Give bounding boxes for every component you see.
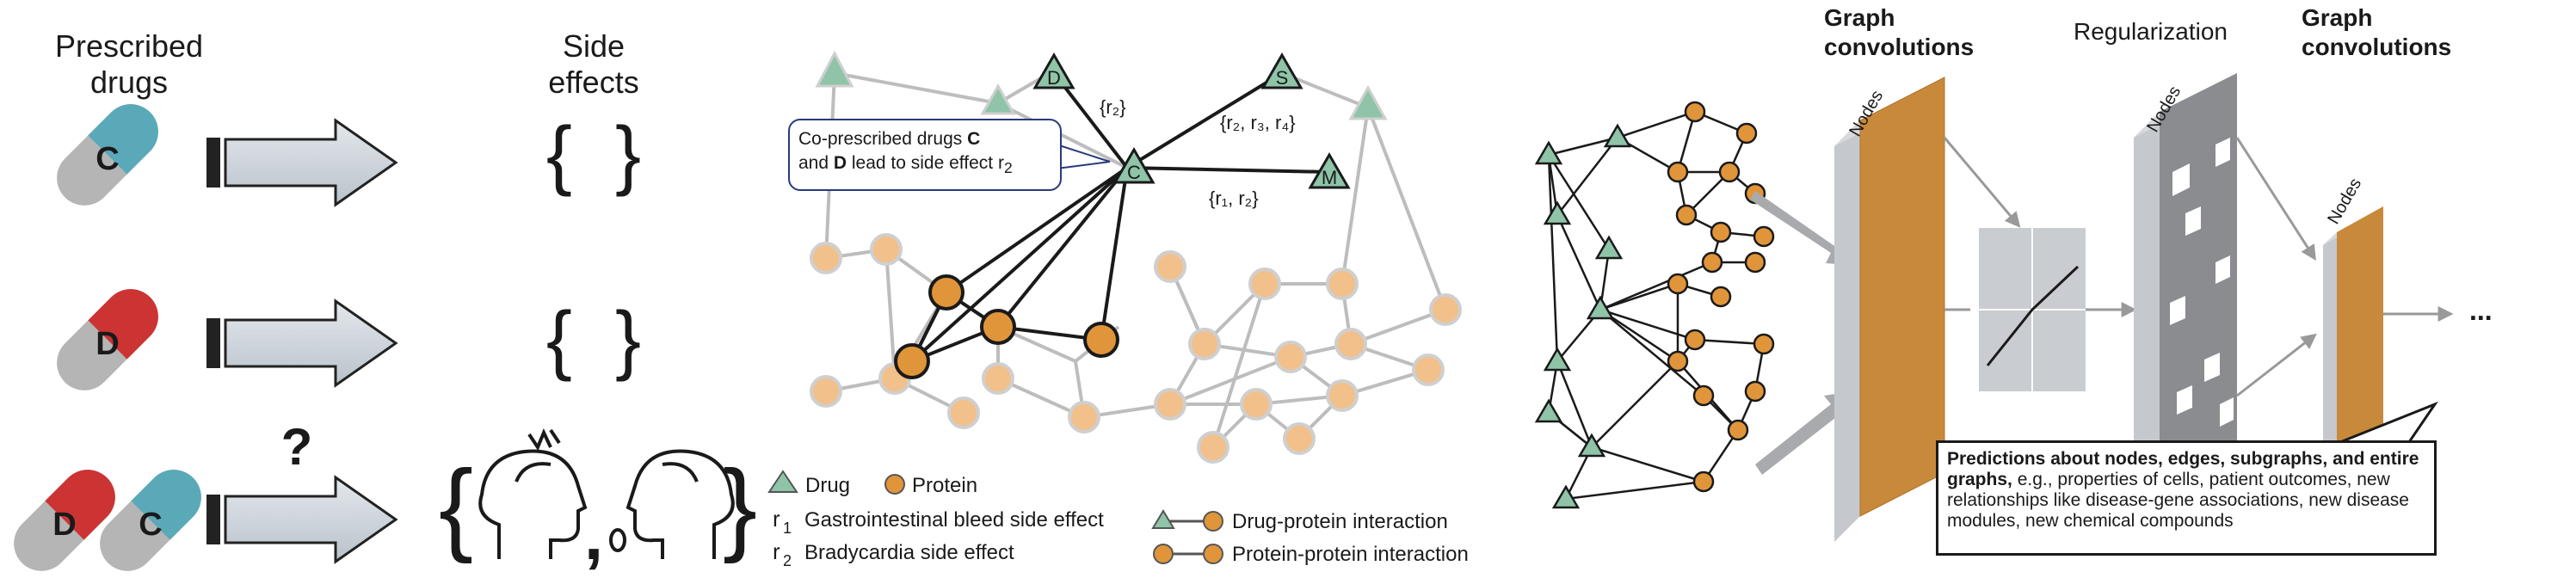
ellipsis: ... (2469, 295, 2493, 326)
legend-protein-protein-icon (1153, 544, 1223, 564)
pill-c-letter: C (96, 141, 119, 177)
question-mark: ? (281, 418, 313, 476)
graph-conv-slab-2 (2323, 206, 2383, 469)
arrow-to-conv-2b (2236, 333, 2317, 397)
arrow-to-conv-2 (2235, 137, 2316, 261)
side-effect-set-open-brace: { (439, 449, 473, 564)
comma: , (584, 497, 603, 574)
pill-c-letter: C (139, 507, 162, 543)
side-effect-set-empty-1: { } (546, 112, 641, 198)
graph-conv-2-title-2: convolutions (2302, 34, 2451, 60)
nodes-label-3: Nodes (2324, 175, 2365, 227)
input-graph-drugs (1534, 123, 1632, 509)
legend-drug-protein-label: Drug-protein interaction (1232, 510, 1448, 533)
drug-label-d: D (1047, 67, 1061, 89)
graph-conv-1-title-2: convolutions (1824, 34, 1974, 60)
legend-protein-protein-label: Protein-protein interaction (1232, 543, 1469, 566)
arrow-icon (206, 475, 398, 564)
legend-r1-sub: 1 (783, 520, 792, 537)
legend-drug-protein-icon (1151, 509, 1223, 532)
panel-b: D S C M {r₂} {r₂, r₃, r₄} {r₁, r₂} Drug … (767, 50, 1469, 569)
legend: Drug Protein r 1 Gastrointestinal bleed … (767, 470, 1469, 569)
bubble-line1-prefix: Co-prescribed drugs (798, 129, 968, 149)
legend-r2-symbol: r (773, 538, 780, 564)
legend-drug-icon (767, 470, 798, 493)
legend-protein-label: Protein (912, 474, 977, 497)
legend-r2-text: Bradycardia side effect (804, 541, 1014, 564)
legend-r2-sub: 2 (783, 552, 792, 569)
legend-r1-symbol: r (773, 506, 780, 532)
head-fainting-icon (609, 449, 735, 559)
drug-nodes-highlighted (1032, 52, 1351, 189)
input-graph-proteins (1667, 101, 1775, 493)
edge-label-r2: {r₂} (1100, 96, 1126, 118)
regularization-slab (2134, 73, 2237, 533)
pill-d-letter: D (52, 507, 76, 543)
side-effect-set-empty-2: { } (546, 297, 641, 383)
regularization-plot (1943, 137, 2137, 391)
legend-drug-label: Drug (805, 474, 850, 497)
drug-label-m: M (1322, 167, 1337, 188)
bubble-line2-suffix: lead to side effect r (847, 153, 1004, 173)
pill-d-icon (14, 470, 115, 571)
protein-nodes-light (810, 233, 1462, 464)
predictions-callout: Predictions about nodes, edges, subgraph… (1936, 440, 2437, 556)
predictions-bold: Predictions about nodes, edges, subgraph… (1947, 449, 2419, 489)
drug-label-c: C (1127, 162, 1141, 183)
pill-c-icon (100, 470, 201, 571)
graph-conv-slab-1 (1834, 77, 1945, 542)
edge-label-r12: {r₁, r₂} (1209, 188, 1259, 209)
prescribed-drugs-title: Prescribed (55, 28, 203, 64)
co-prescribed-callout: Co-prescribed drugs C and D lead to side… (788, 119, 1062, 191)
drug-node-m (1308, 152, 1351, 189)
pill-d-letter: D (96, 326, 119, 362)
drug-node-s (1260, 52, 1303, 89)
bubble-line1-bold: C (967, 129, 981, 149)
callout-tail (2339, 401, 2439, 444)
pill-d-icon (57, 289, 158, 390)
graph-conv-2-title: Graph (2302, 4, 2372, 31)
edge-label-r234: {r₂, r₃, r₄} (1220, 112, 1296, 133)
side-effects-title-2: effects (548, 65, 638, 100)
pill-c-icon (57, 104, 158, 206)
prescribed-drugs-title-2: drugs (90, 65, 168, 100)
head-pain-icon (478, 428, 588, 559)
arrow-icon (206, 118, 398, 207)
drug-node-c (1112, 147, 1156, 184)
bubble-tail (1056, 144, 1111, 169)
predictions-text: e.g., properties of cells, patient outco… (1947, 470, 2409, 531)
side-effect-set-close-brace: } (723, 449, 757, 564)
bubble-line2-prefix: and (798, 153, 834, 173)
panel-a: Prescribed drugs Side effects { } { } (14, 28, 757, 574)
regularization-title: Regularization (2074, 18, 2228, 45)
side-effects-title: Side (563, 28, 625, 64)
panel-c: Nodes No (1534, 4, 2493, 542)
protein-nodes-highlighted (894, 274, 1119, 379)
drug-label-s: S (1276, 67, 1289, 89)
legend-protein-icon (884, 474, 905, 495)
arrow-icon (206, 298, 398, 388)
legend-r1-text: Gastrointestinal bleed side effect (804, 508, 1104, 532)
drug-nodes-light (815, 50, 1388, 120)
bubble-line2-bold: D (833, 153, 847, 173)
bubble-line2-sub: 2 (1003, 159, 1013, 177)
drug-node-d (1032, 52, 1075, 89)
graph-conv-1-title: Graph (1824, 4, 1895, 31)
